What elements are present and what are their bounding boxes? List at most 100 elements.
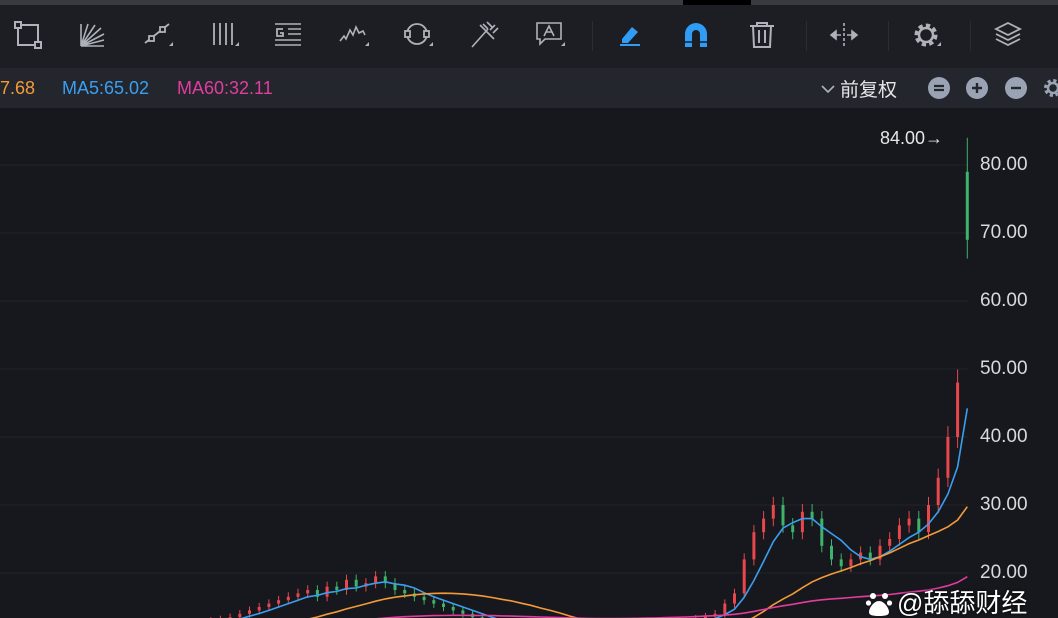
gear-icon — [1044, 79, 1058, 97]
grid — [0, 164, 968, 574]
toolbar-separator — [970, 21, 971, 51]
indicator-legend-bar: 37.68 MA5:65.02 MA60:32.11 前复权 — [0, 68, 1058, 108]
candle-body — [277, 600, 281, 604]
price-adjust-dropdown[interactable]: 前复权 — [820, 75, 897, 102]
zoom-in-button[interactable] — [966, 77, 988, 99]
equals-icon — [934, 84, 944, 92]
crop-rect-icon — [14, 21, 42, 49]
chevron-down-icon — [821, 84, 835, 93]
split-horizontal-icon — [829, 23, 859, 47]
indicator-menu-button[interactable] — [928, 77, 950, 99]
price-adjust-label: 前复权 — [840, 80, 898, 101]
layers-tool[interactable] — [990, 17, 1026, 53]
vertical-lines-tool[interactable] — [206, 17, 242, 53]
candle-body — [936, 477, 940, 505]
candle-body — [393, 583, 397, 590]
delete-drawings-button[interactable] — [744, 17, 780, 53]
wave-pattern-tool[interactable] — [336, 17, 372, 53]
moving-averages — [240, 408, 969, 618]
candle-body — [830, 545, 833, 560]
fan-lines-icon — [80, 23, 105, 47]
chart-settings-button[interactable] — [1042, 77, 1058, 99]
candle-body — [917, 518, 921, 533]
candle-body — [432, 600, 436, 604]
candle-body — [907, 518, 911, 526]
candle-body — [800, 511, 804, 533]
fan-lines-tool[interactable] — [74, 17, 110, 53]
trend-line-tool[interactable] — [140, 17, 176, 53]
window-top-strip — [0, 0, 1058, 5]
drawing-toolbar — [0, 5, 1058, 68]
candle-body — [238, 613, 242, 618]
y-tick-label: 20.00 — [980, 562, 1028, 583]
candle-body — [325, 586, 329, 597]
y-tick-label: 50.00 — [980, 358, 1028, 379]
gear-icon — [914, 23, 941, 47]
layers-icon — [993, 21, 1023, 47]
eraser-tool[interactable] — [612, 17, 648, 53]
zoom-out-button[interactable] — [1005, 77, 1027, 99]
candle-body — [946, 437, 950, 478]
pitchfork-tool[interactable] — [466, 17, 502, 53]
magnet-icon — [685, 23, 707, 47]
candle-body — [868, 552, 872, 560]
candle-body — [927, 505, 930, 533]
minus-icon — [1011, 86, 1021, 90]
plus-icon — [972, 83, 982, 93]
candle-body — [257, 607, 261, 611]
wave-pattern-icon — [339, 25, 369, 46]
ellipse-tool[interactable] — [400, 17, 436, 53]
candle-body — [771, 505, 775, 519]
ma60-value: MA60:32.11 — [177, 78, 273, 98]
candle-body — [335, 586, 339, 590]
crop-rect-tool[interactable] — [10, 17, 46, 53]
candle-body — [374, 576, 378, 584]
y-tick-label: 60.00 — [980, 290, 1028, 311]
split-horizontal-tool[interactable] — [826, 17, 862, 53]
pitchfork-icon — [471, 21, 499, 48]
y-tick-label: 40.00 — [980, 426, 1028, 447]
candle-body — [306, 590, 310, 594]
y-tick-label: 80.00 — [980, 154, 1028, 175]
candles — [210, 137, 969, 618]
ma-line-60 — [376, 576, 968, 618]
candlestick-chart[interactable] — [0, 108, 1058, 618]
candle-body — [315, 590, 319, 597]
candle-body — [451, 607, 455, 611]
candle-body — [461, 610, 465, 614]
candle-body — [956, 382, 960, 437]
baidu-paw-icon — [865, 593, 893, 616]
text-annotation-tool[interactable] — [532, 17, 568, 53]
candle-body — [296, 593, 300, 597]
y-tick-label: 30.00 — [980, 494, 1028, 515]
top-block — [683, 0, 751, 6]
toolbar-separator — [888, 21, 889, 51]
settings-tool[interactable] — [908, 17, 944, 53]
ma-orange-value: 37.68 — [0, 78, 36, 98]
gann-tool[interactable] — [270, 17, 306, 53]
candle-body — [733, 593, 736, 604]
candle-body — [878, 545, 882, 560]
ma5-value: MA5:65.02 — [62, 78, 150, 98]
candle-body — [723, 603, 727, 614]
watermark-text: @舔舔财经 — [897, 588, 1028, 618]
candle-body — [810, 511, 814, 519]
candle-body — [820, 518, 824, 546]
candle-body — [839, 559, 843, 567]
candle-body — [354, 579, 358, 587]
gann-icon — [275, 23, 301, 46]
ellipse-icon — [404, 23, 433, 46]
y-tick-label: 70.00 — [980, 222, 1028, 243]
magnet-tool[interactable] — [678, 17, 714, 53]
last-high-label: 84.00→ — [880, 128, 944, 148]
candle-body — [422, 596, 426, 601]
toolbar-separator — [592, 21, 593, 51]
candle-body — [849, 559, 853, 567]
candle-body — [781, 505, 785, 526]
candle-body — [762, 518, 766, 533]
candle-body — [442, 603, 445, 607]
candle-body — [742, 559, 746, 594]
candle-body — [752, 532, 756, 560]
candle-body — [403, 590, 407, 594]
trend-line-icon — [144, 23, 173, 46]
